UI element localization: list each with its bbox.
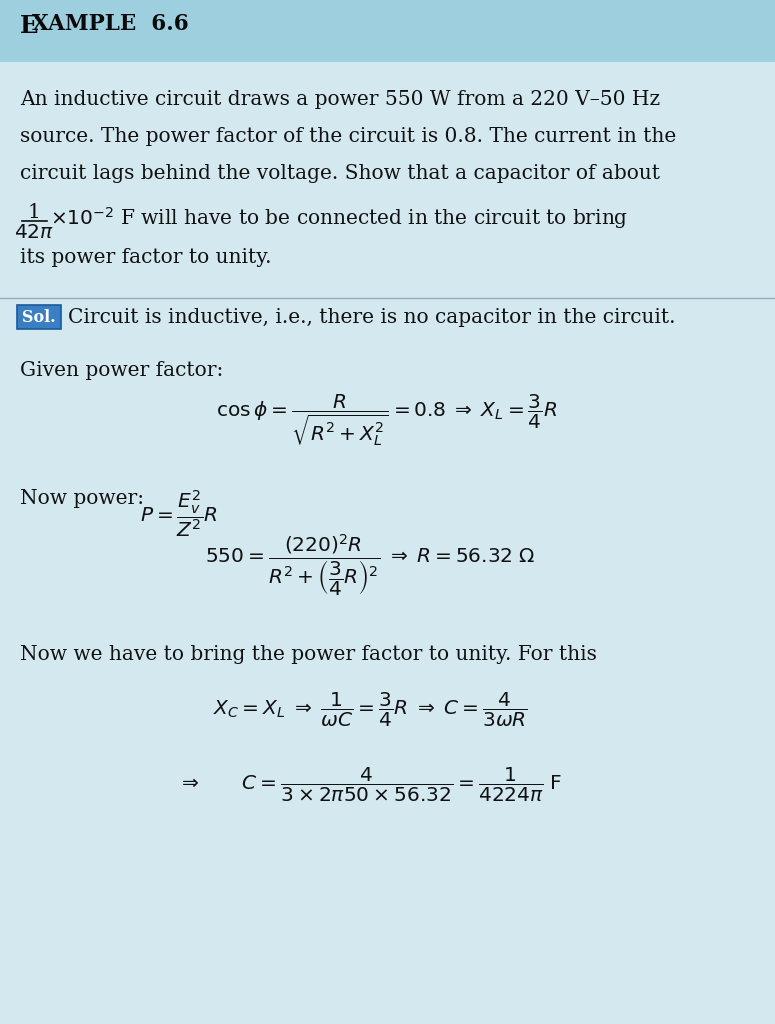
- Text: circuit lags behind the voltage. Show that a capacitor of about: circuit lags behind the voltage. Show th…: [20, 164, 660, 183]
- Text: Now we have to bring the power factor to unity. For this: Now we have to bring the power factor to…: [20, 645, 597, 664]
- Bar: [0, 0, 775, 62]
- Text: Circuit is inductive, i.e., there is no capacitor in the circuit.: Circuit is inductive, i.e., there is no …: [68, 308, 676, 327]
- Text: its power factor to unity.: its power factor to unity.: [20, 248, 271, 267]
- Text: $550 = \dfrac{(220)^2 R}{R^2 + \left(\dfrac{3}{4}R\right)^2}$$\;\Rightarrow\; R : $550 = \dfrac{(220)^2 R}{R^2 + \left(\df…: [205, 532, 535, 599]
- Text: $\Rightarrow \qquad C = \dfrac{4}{3 \times 2\pi 50 \times 56.32}= \dfrac{1}{4224: $\Rightarrow \qquad C = \dfrac{4}{3 \tim…: [178, 766, 562, 804]
- Text: $\cos\phi = \dfrac{R}{\sqrt{R^2 + X_L^2}} = 0.8$$\;\Rightarrow\; X_L = \dfrac{3}: $\cos\phi = \dfrac{R}{\sqrt{R^2 + X_L^2}…: [216, 392, 558, 447]
- Text: source. The power factor of the circuit is 0.8. The current in the: source. The power factor of the circuit …: [20, 127, 677, 146]
- Text: $\times10^{-2}$ F will have to be connected in the circuit to bring: $\times10^{-2}$ F will have to be connec…: [50, 205, 629, 230]
- Text: $P = \dfrac{E_v^2}{Z^2}R$: $P = \dfrac{E_v^2}{Z^2}R$: [140, 489, 218, 541]
- Text: Now power:: Now power:: [20, 489, 144, 508]
- Text: $X_C = X_L \;\Rightarrow\; \dfrac{1}{\omega C} = \dfrac{3}{4}R\;\Rightarrow\; C : $X_C = X_L \;\Rightarrow\; \dfrac{1}{\om…: [212, 691, 528, 729]
- Text: An inductive circuit draws a power 550 W from a 220 V–50 Hz: An inductive circuit draws a power 550 W…: [20, 90, 660, 109]
- Text: Sol.: Sol.: [22, 308, 56, 326]
- FancyBboxPatch shape: [17, 305, 61, 329]
- Text: E: E: [20, 14, 39, 38]
- Text: XAMPLE  6.6: XAMPLE 6.6: [32, 13, 189, 35]
- Text: $42\pi$: $42\pi$: [14, 223, 54, 242]
- Text: Given power factor:: Given power factor:: [20, 361, 223, 380]
- Text: 1: 1: [28, 203, 40, 222]
